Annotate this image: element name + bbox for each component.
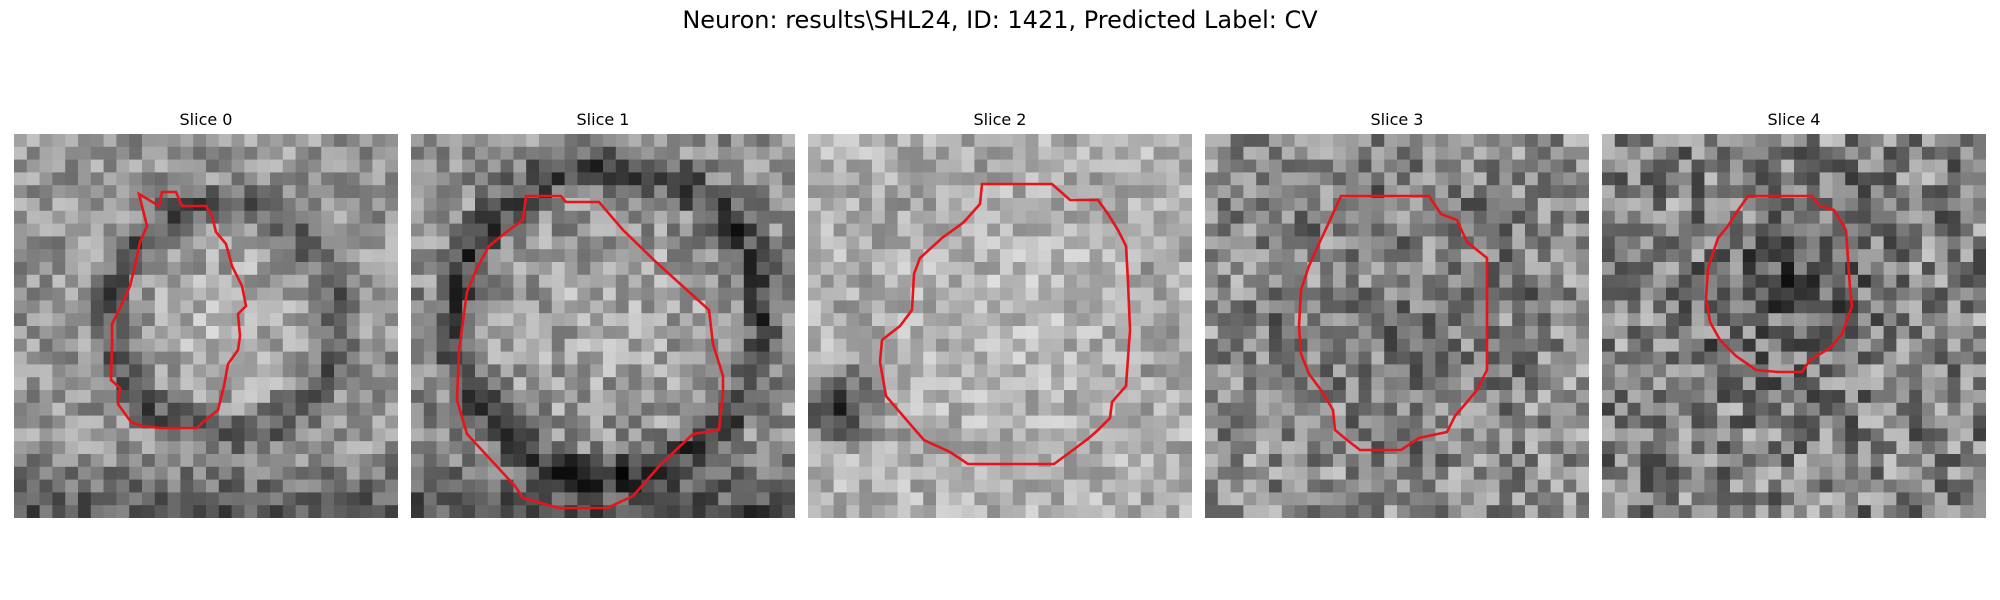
slice-title-0: Slice 0 — [179, 110, 233, 129]
roi-contour — [109, 190, 248, 430]
slice-panel-3: Slice 3 — [1205, 108, 1589, 518]
roi-contour — [878, 182, 1132, 466]
slice-title-2: Slice 2 — [973, 110, 1027, 129]
slice-title-4: Slice 4 — [1767, 110, 1821, 129]
slice-image-4 — [1602, 134, 1986, 518]
slice-panel-0: Slice 0 — [14, 108, 398, 518]
slice-title-3: Slice 3 — [1370, 110, 1424, 129]
slice-image-2 — [808, 134, 1192, 518]
slice-image-0 — [14, 134, 398, 518]
slice-image-3 — [1205, 134, 1589, 518]
figure-title: Neuron: results\SHL24, ID: 1421, Predict… — [682, 6, 1318, 34]
roi-contour — [455, 194, 725, 510]
slice-panel-2: Slice 2 — [808, 108, 1192, 518]
slice-title-1: Slice 1 — [576, 110, 630, 129]
roi-contour — [1704, 194, 1854, 374]
slice-image-1 — [411, 134, 795, 518]
slice-panel-1: Slice 1 — [411, 108, 795, 518]
roi-contour — [1297, 194, 1489, 452]
slice-panel-4: Slice 4 — [1602, 108, 1986, 518]
